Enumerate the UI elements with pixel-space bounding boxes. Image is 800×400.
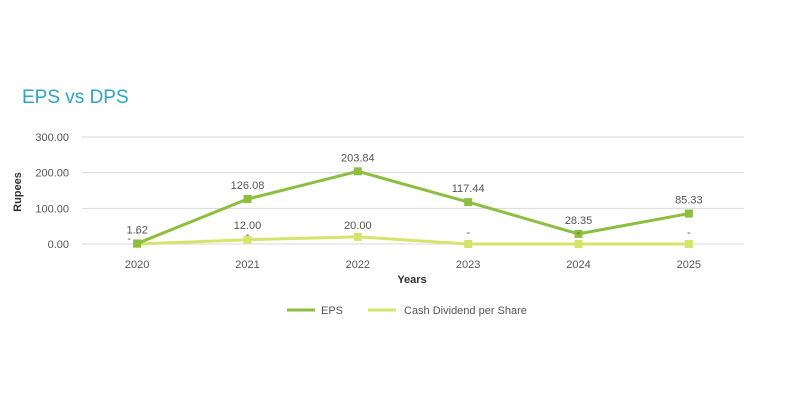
series-lines <box>133 167 693 248</box>
data-point-eps <box>464 198 473 207</box>
x-tick-label: 2023 <box>456 259 480 271</box>
y-tick-labels: 0.00 100.00 200.00 300.00 <box>35 132 69 251</box>
eps-data-label: 1.62 <box>126 224 147 236</box>
legend-label: Cash Dividend per Share <box>404 305 527 317</box>
data-point-eps <box>574 229 583 238</box>
data-point-eps <box>353 167 362 176</box>
eps-data-label: 203.84 <box>341 152 375 164</box>
extra-marker: - <box>127 233 131 245</box>
x-tick-label: 2020 <box>125 259 149 271</box>
data-point-dps <box>353 232 362 241</box>
dps-data-label: - <box>466 227 470 239</box>
data-point-eps <box>243 195 252 204</box>
y-tick-label: 100.00 <box>35 203 69 215</box>
dps-data-label: 20.00 <box>344 220 372 232</box>
extra-marker: - <box>246 229 250 241</box>
series-line-eps <box>136 169 690 245</box>
y-tick-label: 200.00 <box>35 168 69 180</box>
x-tick-label: 2024 <box>566 259 590 271</box>
dps-data-label: 12.00 <box>234 220 262 232</box>
y-tick-label: 0.00 <box>48 239 69 251</box>
x-tick-labels: 2020 2021 2022 2023 2024 2025 <box>125 259 701 271</box>
dps-data-label: - <box>135 227 139 239</box>
eps-data-label: 117.44 <box>452 183 485 195</box>
data-point-dps <box>574 240 583 248</box>
x-tick-label: 2021 <box>235 259 259 271</box>
series-line-dps <box>137 235 689 246</box>
data-point-dps <box>243 235 252 244</box>
y-axis-title: Rupees <box>12 172 24 212</box>
legend-label: EPS <box>321 305 343 317</box>
data-point-dps <box>684 240 693 248</box>
data-point-eps <box>133 239 142 248</box>
dps-data-label: - <box>577 227 581 239</box>
dps-data-label: - <box>687 227 691 239</box>
eps-data-label: 28.35 <box>565 215 593 227</box>
y-tick-label: 300.00 <box>35 132 69 144</box>
legend: EPS Cash Dividend per Share <box>287 305 527 317</box>
eps-data-label: 126.08 <box>231 180 265 192</box>
data-point-eps <box>684 209 693 218</box>
gridlines <box>82 136 744 245</box>
eps-data-label: 85.33 <box>675 195 703 207</box>
data-point-dps <box>464 240 473 248</box>
x-tick-label: 2022 <box>346 259 370 271</box>
x-tick-label: 2025 <box>677 259 701 271</box>
chart-title: EPS vs DPS <box>22 87 129 108</box>
x-axis-title: Years <box>397 274 426 286</box>
